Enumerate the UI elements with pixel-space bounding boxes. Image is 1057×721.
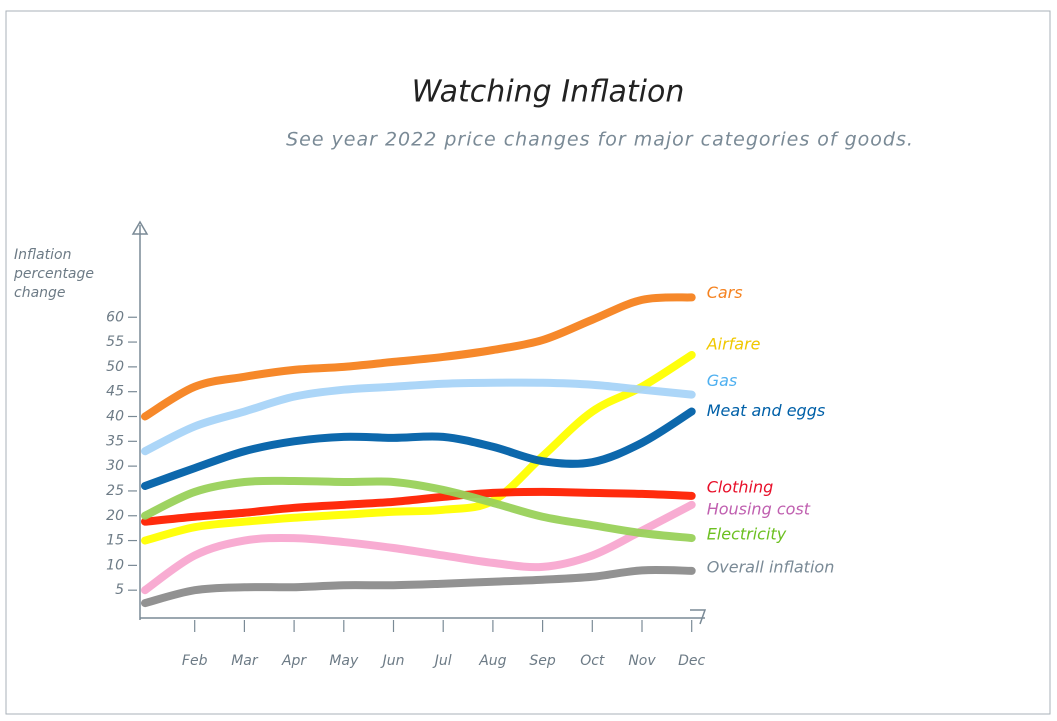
- series-line: [141, 293, 696, 421]
- frame: [5, 10, 1051, 715]
- series-label: Meat and eggs: [707, 401, 826, 420]
- x-tick-label: Apr: [281, 653, 307, 669]
- y-tick-label: 55: [106, 334, 124, 350]
- y-tick-label: 30: [106, 458, 124, 474]
- series-label: Airfare: [706, 334, 761, 353]
- series-line: [141, 407, 696, 490]
- y-tick-label: 50: [106, 359, 124, 375]
- y-label-box: Inflation percentage change: [14, 247, 95, 301]
- y-axis-label: Inflation percentage change: [14, 247, 95, 301]
- y-tick-label: 20: [106, 508, 124, 524]
- x-tick-label: Nov: [628, 653, 656, 669]
- x-tick-label: Mar: [231, 653, 259, 669]
- chart-title: Watching Inflation: [412, 75, 685, 110]
- x-tick-label: May: [329, 653, 359, 669]
- y-tick-label: 35: [106, 433, 124, 449]
- series-line: [141, 565, 696, 608]
- series-line: [141, 500, 696, 595]
- series-label: Clothing: [707, 477, 774, 496]
- y-tick-label: 40: [106, 409, 124, 425]
- series-line: [141, 350, 696, 545]
- chart-subtitle: See year 2022 price changes for major ca…: [286, 129, 914, 151]
- y-tick-label: 5: [115, 582, 124, 598]
- y-tick-label: 10: [106, 557, 124, 573]
- x-tick-label: Sep: [529, 653, 556, 669]
- y-arrow: [131, 220, 149, 235]
- x-arrow: [690, 609, 707, 625]
- x-tick-label: Jun: [380, 653, 405, 669]
- x-tick-label: Oct: [580, 653, 605, 669]
- series-line: [141, 476, 696, 543]
- series-line: [141, 378, 696, 456]
- y-tick-label: 15: [106, 533, 124, 549]
- x-tick-label: Feb: [182, 653, 208, 669]
- series-label: Electricity: [707, 525, 787, 544]
- x-tick-label: Aug: [478, 653, 506, 669]
- x-tick-label: Jul: [432, 653, 452, 669]
- series-label: Gas: [707, 371, 738, 390]
- series-label: Housing cost: [707, 499, 811, 518]
- series-label: Cars: [707, 283, 743, 302]
- x-tick-label: Dec: [678, 653, 705, 669]
- y-tick-label: 60: [106, 309, 124, 325]
- series-label: Overall inflation: [707, 557, 835, 576]
- y-tick-label: 25: [106, 483, 124, 499]
- y-tick-label: 45: [106, 384, 124, 400]
- series-line: [141, 487, 696, 526]
